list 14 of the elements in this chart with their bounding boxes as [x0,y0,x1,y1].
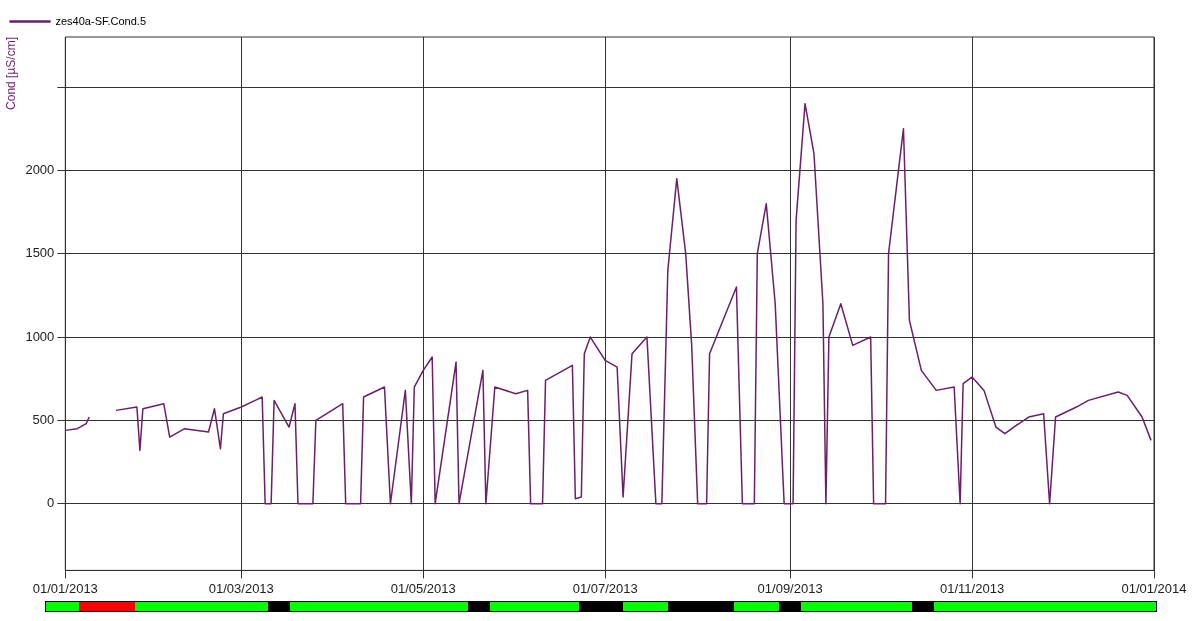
y-tick-label: 500 [32,411,55,427]
x-tick-label: 01/01/2013 [32,580,98,596]
y-tick-label: 2000 [25,161,55,177]
x-tick-label: 01/07/2013 [572,580,638,596]
y-tick-label: 1000 [25,328,55,344]
x-tick-label: 01/05/2013 [390,580,456,596]
y-tick-label: 0 [47,495,55,511]
x-tick-label: 01/11/2013 [940,580,1005,596]
x-tick-label: 01/03/2013 [208,580,274,596]
y-axis-title: Cond [µS/cm] [3,37,18,110]
legend-label: zes40a-SF.Cond.5 [55,14,146,27]
y-tick-label: 1500 [25,245,55,261]
x-tick-label: 01/09/2013 [757,580,823,596]
x-tick-label: 01/01/2014 [1121,580,1187,596]
